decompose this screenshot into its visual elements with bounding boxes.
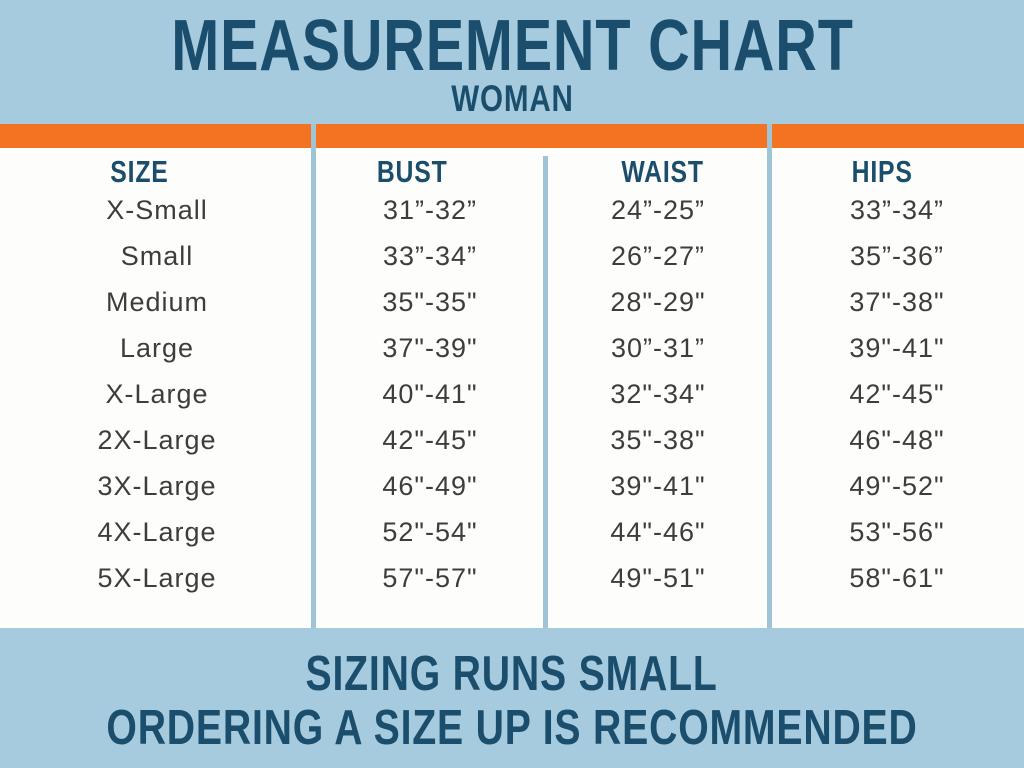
size-label: 4X-Large bbox=[97, 516, 217, 547]
column-header-hips-text: HIPS bbox=[851, 154, 913, 189]
measurement-value: 49"-51" bbox=[610, 562, 706, 593]
measurement-value: 28"-29" bbox=[610, 286, 706, 317]
measurement-value: 32"-34" bbox=[610, 378, 706, 409]
table-header-row: SIZE BUST WAIST HIPS bbox=[0, 150, 1024, 194]
measurement-value: 33”-34” bbox=[382, 240, 478, 271]
column-divider bbox=[767, 124, 772, 628]
size-label: Medium bbox=[105, 286, 209, 317]
measurement-value: 37"-39" bbox=[382, 332, 478, 363]
column-header-bust: BUST bbox=[314, 150, 546, 194]
table-row: 3X-Large 46"-49" 39"-41" 49"-52" bbox=[0, 463, 1024, 509]
measurement-value: 33”-34” bbox=[849, 194, 945, 225]
measurement-value: 40"-41" bbox=[382, 378, 478, 409]
table-row: 4X-Large 52"-54" 44"-46" 53"-56" bbox=[0, 509, 1024, 555]
footer-note-line1-text: SIZING RUNS SMALL bbox=[305, 647, 719, 701]
table-row: X-Small 31”-32” 24”-25” 33”-34” bbox=[0, 187, 1024, 233]
measurement-value: 37"-38" bbox=[849, 286, 945, 317]
table-row: 5X-Large 57"-57" 49"-51" 58"-61" bbox=[0, 555, 1024, 601]
measurement-value: 42"-45" bbox=[382, 424, 478, 455]
measurement-value: 44"-46" bbox=[610, 516, 706, 547]
size-label: Large bbox=[119, 332, 195, 363]
column-divider bbox=[311, 124, 316, 628]
measurement-value: 52"-54" bbox=[382, 516, 478, 547]
column-divider bbox=[543, 156, 548, 628]
column-header-size: SIZE bbox=[0, 150, 314, 194]
measurement-value: 35"-35" bbox=[382, 286, 478, 317]
measurement-value: 58"-61" bbox=[849, 562, 945, 593]
size-label: 2X-Large bbox=[97, 424, 217, 455]
measurement-value: 46"-49" bbox=[382, 470, 478, 501]
measurement-value: 26”-27” bbox=[610, 240, 706, 271]
measurement-value: 53"-56" bbox=[849, 516, 945, 547]
footer-note-line1: SIZING RUNS SMALL bbox=[0, 648, 1024, 700]
table-row: Large 37"-39" 30”-31” 39"-41" bbox=[0, 325, 1024, 371]
page-title-text: MEASUREMENT CHART bbox=[170, 6, 854, 86]
column-header-waist: WAIST bbox=[546, 150, 770, 194]
footer-note-line2-text: ORDERING A SIZE UP IS RECOMMENDED bbox=[106, 701, 918, 755]
measurement-value: 35”-36” bbox=[849, 240, 945, 271]
size-label: 3X-Large bbox=[97, 470, 217, 501]
measurement-value: 31”-32” bbox=[382, 194, 478, 225]
measurement-value: 39"-41" bbox=[849, 332, 945, 363]
measurement-value: 35"-38" bbox=[610, 424, 706, 455]
measurement-value: 30”-31” bbox=[610, 332, 706, 363]
table-row: Small 33”-34” 26”-27” 35”-36” bbox=[0, 233, 1024, 279]
column-header-waist-text: WAIST bbox=[621, 154, 705, 189]
column-header-bust-text: BUST bbox=[376, 154, 448, 189]
table-panel bbox=[0, 148, 1024, 628]
table-row: Medium 35"-35" 28"-29" 37"-38" bbox=[0, 279, 1024, 325]
size-label: X-Small bbox=[106, 194, 208, 225]
table-body: X-Small 31”-32” 24”-25” 33”-34” Small 33”-34”… bbox=[0, 187, 1024, 601]
measurement-value: 24”-25” bbox=[610, 194, 706, 225]
size-label: X-Large bbox=[105, 378, 209, 409]
footer-note-line2: ORDERING A SIZE UP IS RECOMMENDED bbox=[0, 702, 1024, 754]
table-row: 2X-Large 42"-45" 35"-38" 46"-48" bbox=[0, 417, 1024, 463]
size-label: 5X-Large bbox=[97, 562, 217, 593]
column-header-hips: HIPS bbox=[770, 150, 1024, 194]
measurement-value: 49"-52" bbox=[849, 470, 945, 501]
column-header-size-text: SIZE bbox=[109, 154, 169, 189]
page-title: MEASUREMENT CHART bbox=[0, 6, 1024, 86]
divider-bar bbox=[0, 124, 1024, 148]
size-label: Small bbox=[120, 240, 194, 271]
measurement-value: 39"-41" bbox=[610, 470, 706, 501]
table-row: X-Large 40"-41" 32"-34" 42"-45" bbox=[0, 371, 1024, 417]
measurement-value: 46"-48" bbox=[849, 424, 945, 455]
page-subtitle-text: WOMAN bbox=[450, 78, 574, 119]
measurement-value: 57"-57" bbox=[382, 562, 478, 593]
page-subtitle: WOMAN bbox=[0, 80, 1024, 118]
measurement-value: 42"-45" bbox=[849, 378, 945, 409]
